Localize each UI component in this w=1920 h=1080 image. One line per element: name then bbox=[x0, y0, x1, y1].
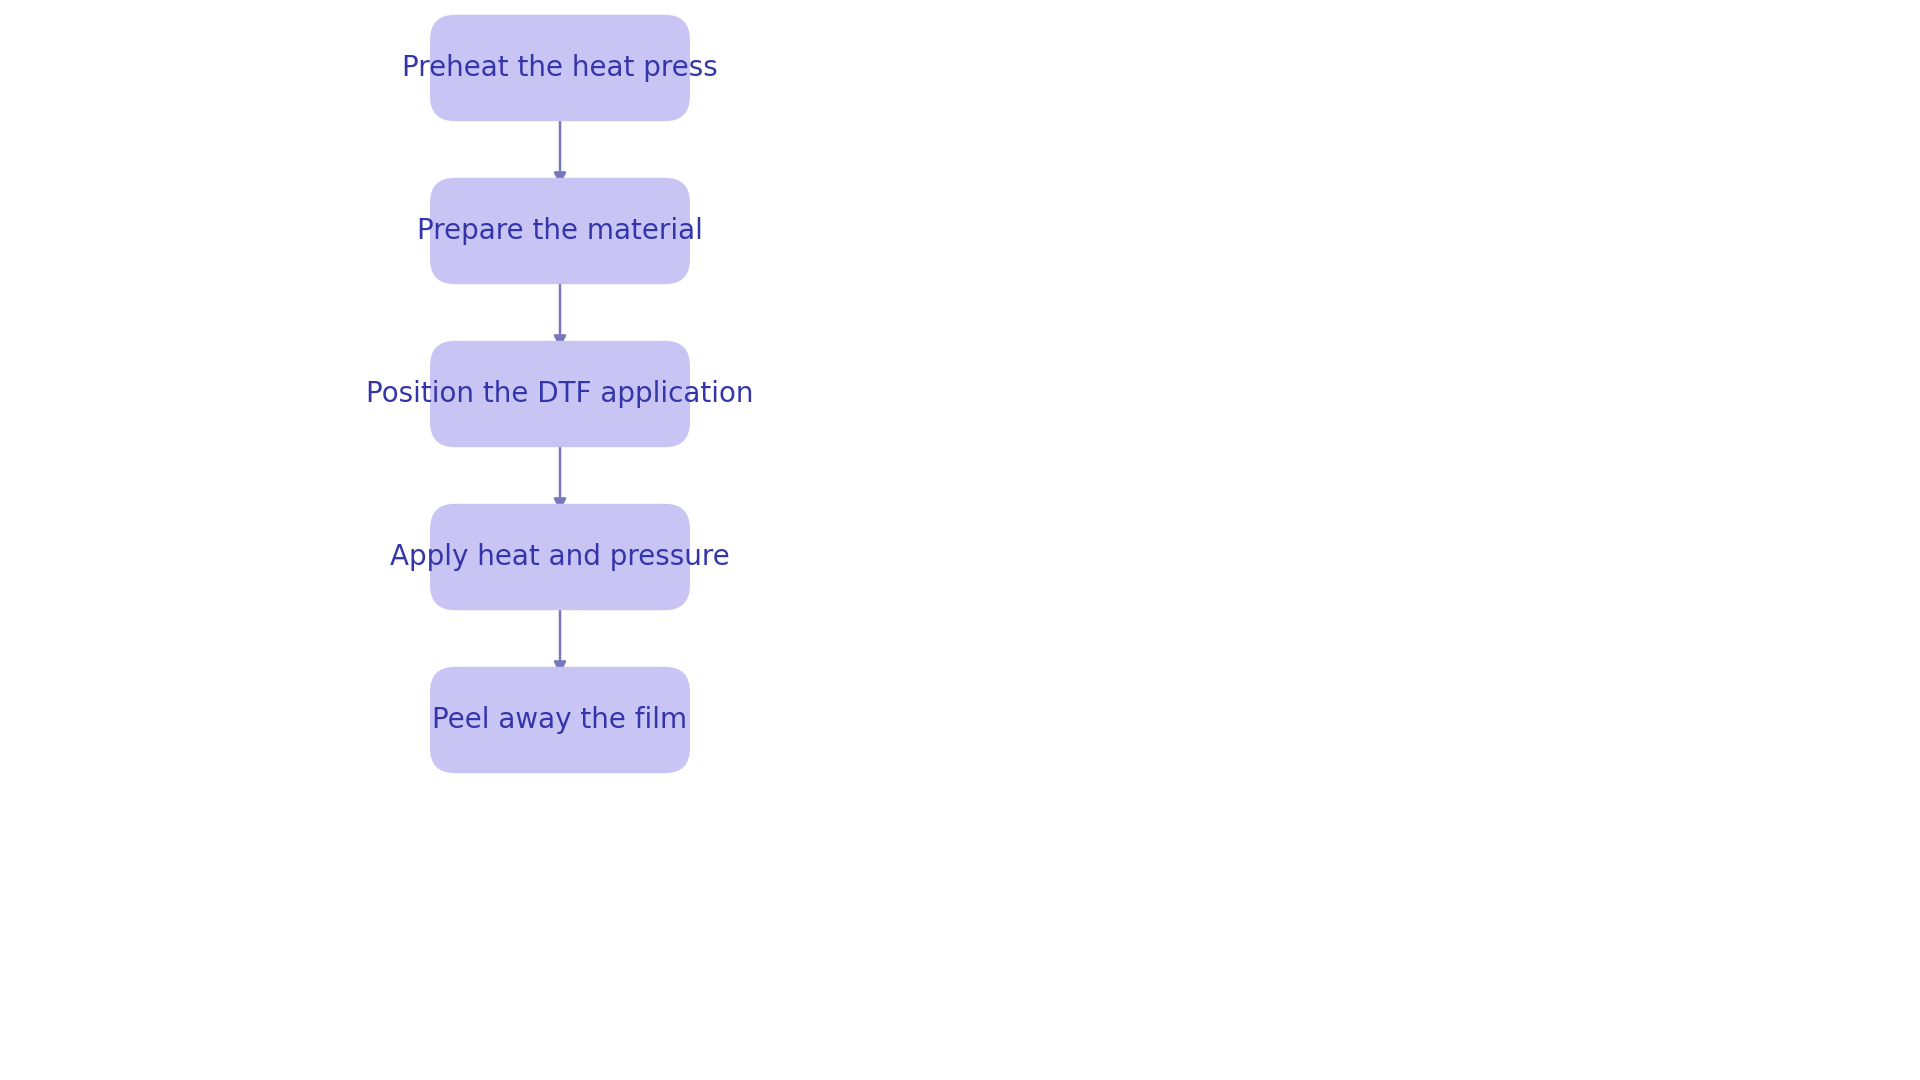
FancyBboxPatch shape bbox=[430, 15, 689, 121]
FancyBboxPatch shape bbox=[430, 178, 689, 284]
FancyBboxPatch shape bbox=[430, 503, 689, 610]
FancyBboxPatch shape bbox=[430, 341, 689, 447]
FancyBboxPatch shape bbox=[430, 666, 689, 773]
Text: Apply heat and pressure: Apply heat and pressure bbox=[390, 543, 730, 571]
Text: Peel away the film: Peel away the film bbox=[432, 706, 687, 734]
Text: Prepare the material: Prepare the material bbox=[417, 217, 703, 245]
Text: Preheat the heat press: Preheat the heat press bbox=[401, 54, 718, 82]
Text: Position the DTF application: Position the DTF application bbox=[367, 380, 755, 408]
